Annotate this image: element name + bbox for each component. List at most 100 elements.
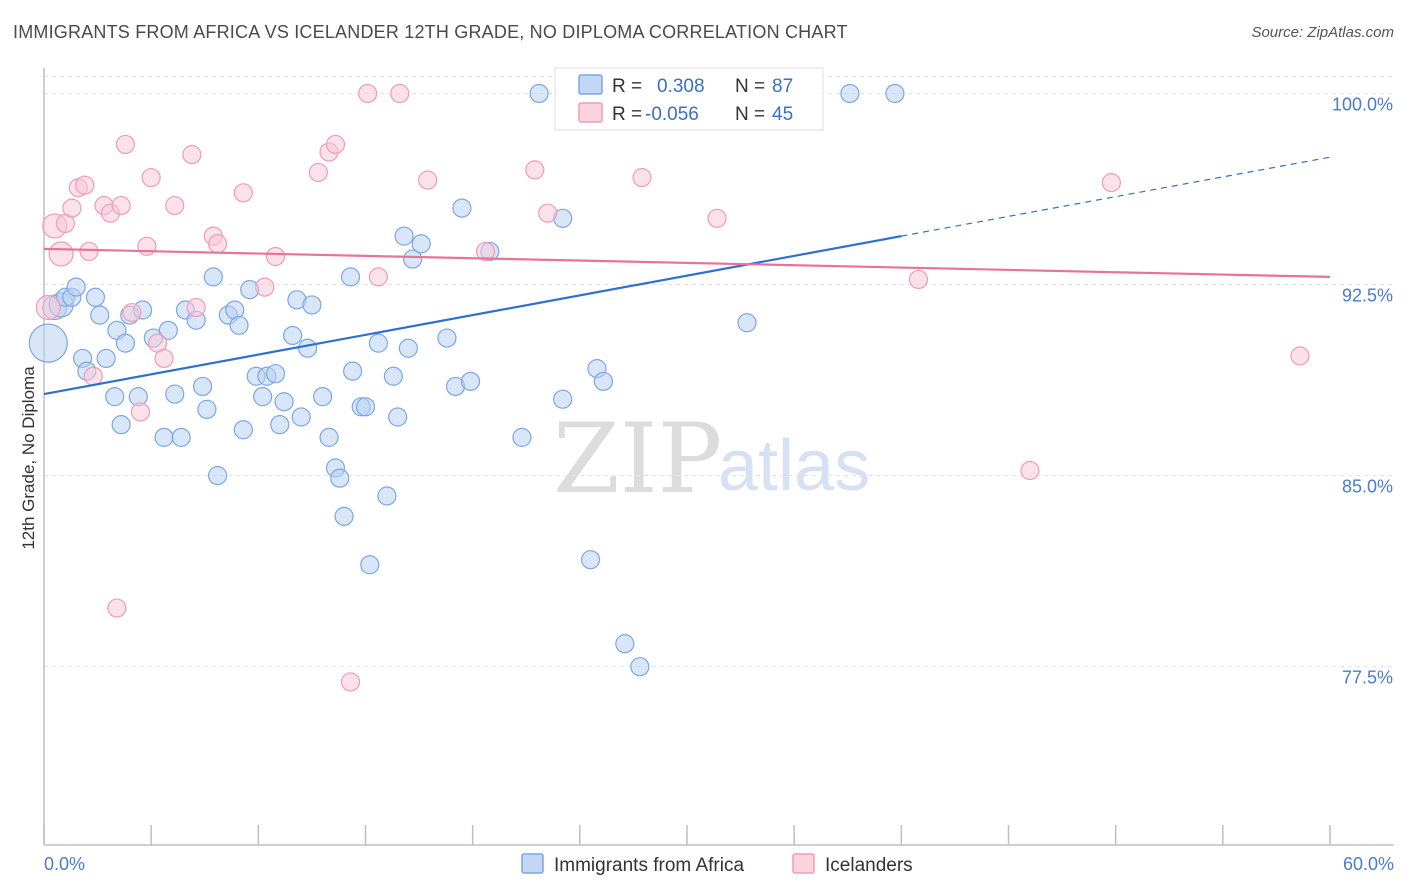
icelanders-point bbox=[418, 170, 438, 190]
africa-point bbox=[208, 466, 228, 486]
icelanders-point bbox=[35, 294, 61, 321]
icelanders-point bbox=[154, 348, 174, 369]
icelanders-point bbox=[525, 160, 545, 180]
africa-point bbox=[291, 407, 311, 427]
africa-point bbox=[283, 325, 303, 346]
axes bbox=[43, 68, 1394, 846]
africa-point bbox=[437, 328, 457, 348]
africa-point bbox=[203, 267, 223, 287]
icelanders-point bbox=[1290, 346, 1310, 366]
legend-n-label-blue: N = bbox=[735, 76, 765, 97]
africa-point bbox=[197, 399, 217, 419]
x-tick-label-max: 60.0% bbox=[1343, 854, 1394, 874]
africa-point bbox=[105, 387, 125, 407]
africa-point bbox=[355, 397, 376, 417]
x-tick-label-min: 0.0% bbox=[44, 854, 85, 874]
africa-point bbox=[512, 427, 532, 447]
bottom-legend-label-africa: Immigrants from Africa bbox=[554, 855, 744, 876]
africa-point bbox=[398, 338, 418, 358]
africa-point bbox=[233, 420, 253, 440]
africa-point bbox=[302, 295, 322, 315]
africa-point bbox=[330, 468, 350, 488]
africa-point bbox=[840, 83, 860, 104]
africa-point bbox=[96, 348, 116, 369]
africa-point bbox=[553, 389, 573, 409]
legend-r-label-blue: R = bbox=[612, 76, 642, 97]
icelanders-point bbox=[122, 302, 142, 323]
africa-point bbox=[383, 366, 403, 386]
icelanders-point bbox=[475, 241, 496, 262]
africa-point bbox=[85, 287, 106, 307]
icelanders-point bbox=[107, 598, 127, 618]
trend-line-icelanders bbox=[43, 247, 1331, 278]
icelanders-point bbox=[75, 175, 95, 195]
africa-point bbox=[737, 313, 757, 333]
watermark-zip: ZIP bbox=[553, 403, 722, 515]
legend: R = 0.308 N = 87 R = -0.056 N = 45 bbox=[554, 67, 824, 131]
watermark: ZIP atlas bbox=[553, 403, 870, 515]
africa-point bbox=[154, 427, 174, 447]
y-tick-label: 85.0% bbox=[1342, 477, 1393, 497]
africa-point bbox=[193, 376, 213, 397]
legend-n-label-pink: N = bbox=[735, 104, 765, 125]
icelanders-point bbox=[707, 208, 727, 228]
icelanders-point bbox=[186, 297, 206, 318]
africa-point bbox=[630, 657, 650, 677]
source-label: Source: ZipAtlas.com bbox=[1251, 24, 1394, 41]
icelanders-point bbox=[538, 203, 558, 223]
africa-point bbox=[885, 83, 905, 104]
y-tick-label: 100.0% bbox=[1332, 94, 1393, 114]
icelanders-point bbox=[632, 167, 652, 188]
icelanders-point bbox=[340, 672, 361, 692]
icelanders-point bbox=[265, 246, 286, 267]
africa-point bbox=[319, 427, 339, 447]
bottom-legend-swatch-africa bbox=[521, 853, 544, 874]
chart-title: IMMIGRANTS FROM AFRICA VS ICELANDER 12TH… bbox=[13, 22, 848, 42]
icelanders-point bbox=[62, 198, 82, 218]
africa-point bbox=[90, 305, 110, 325]
africa-point bbox=[615, 634, 635, 654]
africa-point bbox=[111, 415, 131, 435]
africa-point bbox=[265, 364, 286, 384]
y-tick-label: 92.5% bbox=[1342, 286, 1393, 306]
icelanders-point bbox=[1101, 173, 1121, 193]
legend-swatch-blue bbox=[578, 74, 603, 95]
y-tick-label: 77.5% bbox=[1342, 668, 1393, 688]
africa-point bbox=[394, 226, 414, 246]
trend-lines bbox=[43, 156, 1331, 396]
africa-point bbox=[360, 555, 380, 575]
series-icelanders bbox=[35, 83, 1310, 692]
africa-point bbox=[403, 249, 423, 269]
icelanders-point bbox=[208, 234, 228, 254]
bottom-legend-label-icelanders: Icelanders bbox=[825, 855, 913, 876]
africa-point bbox=[274, 392, 294, 412]
africa-point bbox=[452, 198, 472, 218]
trend-line-africa-extension bbox=[901, 156, 1331, 237]
africa-point bbox=[368, 333, 388, 353]
legend-n-value-pink: 45 bbox=[772, 104, 793, 125]
africa-point bbox=[158, 320, 178, 340]
icelanders-point bbox=[141, 167, 161, 188]
africa-point bbox=[28, 323, 68, 363]
legend-r-value-pink: -0.056 bbox=[645, 104, 699, 125]
icelanders-point bbox=[233, 183, 253, 203]
y-axis-label: 12th Grade, No Diploma bbox=[19, 366, 38, 550]
series-immigrants-from-africa bbox=[28, 83, 905, 677]
icelanders-point bbox=[111, 195, 131, 216]
watermark-atlas: atlas bbox=[718, 426, 870, 506]
icelanders-point bbox=[79, 241, 99, 262]
africa-point bbox=[377, 486, 397, 506]
legend-swatch-pink bbox=[578, 102, 603, 123]
icelanders-point bbox=[130, 402, 151, 422]
bottom-legend: Immigrants from Africa Icelanders bbox=[521, 853, 913, 876]
icelanders-point bbox=[390, 83, 410, 104]
africa-point bbox=[340, 267, 361, 287]
africa-point bbox=[388, 407, 408, 427]
icelanders-point bbox=[1020, 460, 1040, 481]
bottom-legend-swatch-icelanders bbox=[792, 853, 815, 874]
icelanders-point bbox=[368, 267, 388, 287]
icelanders-point bbox=[358, 83, 378, 104]
icelanders-point bbox=[165, 195, 185, 216]
icelanders-point bbox=[83, 366, 103, 386]
africa-point bbox=[66, 277, 86, 297]
